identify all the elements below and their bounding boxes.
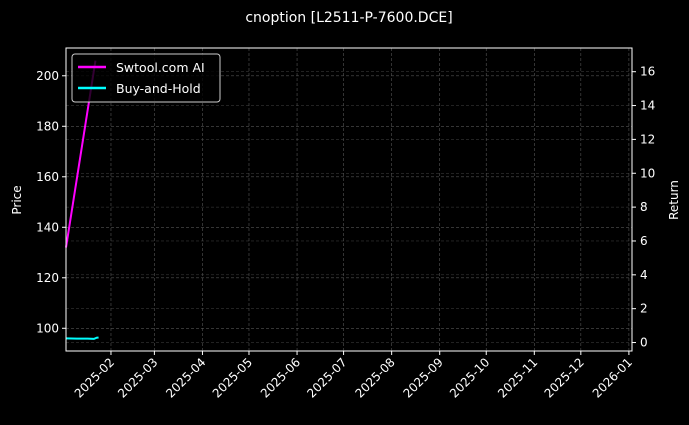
x-tick-label: 2025-11 bbox=[495, 355, 540, 400]
legend-label-bh: Buy-and-Hold bbox=[116, 81, 201, 96]
x-tick-label: 2025-03 bbox=[115, 355, 160, 400]
y-tick-label: 160 bbox=[36, 170, 59, 184]
y-tick-label: 200 bbox=[36, 69, 59, 83]
y2-tick-label: 6 bbox=[640, 234, 648, 248]
x-tick-label: 2025-09 bbox=[400, 355, 445, 400]
y2-tick-label: 8 bbox=[640, 200, 648, 214]
y-tick-label: 180 bbox=[36, 119, 59, 133]
x-tick-label: 2025-05 bbox=[210, 355, 255, 400]
y2-tick-label: 4 bbox=[640, 268, 648, 282]
y2-tick-label: 10 bbox=[640, 166, 655, 180]
y2-tick-label: 14 bbox=[640, 99, 655, 113]
y2-tick-label: 16 bbox=[640, 65, 655, 79]
x-tick-label: 2025-02 bbox=[72, 355, 117, 400]
y2-tick-label: 2 bbox=[640, 302, 648, 316]
legend: Swtool.com AI Buy-and-Hold bbox=[71, 53, 221, 103]
x-tick-label: 2025-10 bbox=[447, 355, 492, 400]
y-tick-label: 140 bbox=[36, 220, 59, 234]
x-tick-label: 2025-08 bbox=[352, 355, 397, 400]
y2-tick-label: 0 bbox=[640, 336, 648, 350]
x-tick-label: 2025-04 bbox=[163, 355, 208, 400]
series-line-1 bbox=[65, 336, 99, 340]
chart-title: cnoption [L2511-P-7600.DCE] bbox=[245, 10, 452, 26]
plot-frame bbox=[65, 47, 633, 352]
y2-tick-label: 12 bbox=[640, 132, 655, 146]
x-tick-label: 2025-07 bbox=[304, 355, 349, 400]
x-tick-label: 2025-12 bbox=[542, 355, 587, 400]
x-tick-label: 2025-06 bbox=[258, 355, 303, 400]
y-axis-label: Price bbox=[10, 185, 24, 214]
y-tick-label: 120 bbox=[36, 271, 59, 285]
y-tick-label: 100 bbox=[36, 321, 59, 335]
legend-label-ai: Swtool.com AI bbox=[116, 60, 205, 75]
y2-axis-label: Return bbox=[667, 180, 681, 220]
x-tick-label: 2026-01 bbox=[590, 355, 635, 400]
